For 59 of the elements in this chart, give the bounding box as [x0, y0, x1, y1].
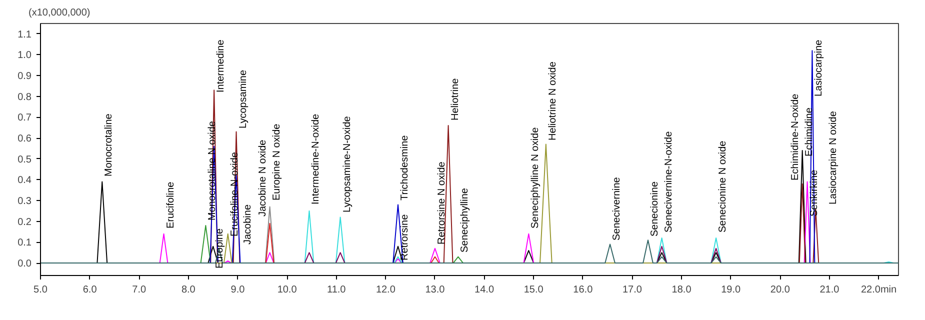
x-tick-label: 15.0: [524, 284, 544, 296]
y-tick-label: 0.1: [18, 238, 32, 249]
x-tick-label: 8.0: [181, 284, 196, 296]
annotation: Seneciphylline N oxide: [530, 126, 542, 228]
y-tick-label: 0.0: [18, 258, 32, 270]
y-tick-label: 0.6: [18, 134, 32, 145]
x-tick-label: 17.0: [622, 284, 642, 296]
annotation: Lycopsamine-N-oxide: [342, 116, 353, 212]
y-tick-label: 1.0: [18, 50, 32, 62]
x-tick-label: 7.0: [132, 284, 147, 296]
annotation: Monocrotaline N oxide: [207, 120, 218, 220]
annotation: Intermedine-N-oxide: [310, 113, 322, 204]
annotation: Echimidine-N-oxide: [790, 93, 801, 180]
x-tick-label: 19.0: [721, 284, 742, 296]
annotation: Retrorsine: [400, 214, 410, 260]
x-tick-label: 22.0min: [860, 284, 897, 296]
y-tick-label: 0.9: [18, 71, 32, 82]
x-tick-label: 20.0: [770, 284, 790, 296]
annotation: Lasiocarpine N oxide: [828, 110, 840, 204]
annotation: Senecionine N oxide: [718, 140, 729, 232]
x-tick-label: 12.0: [376, 284, 396, 296]
annotation: Senecionine: [650, 181, 661, 236]
annotation: Europine: [214, 228, 226, 268]
y-tick-label: 0.2: [18, 216, 32, 228]
annotation: Lasiocarpine: [814, 39, 825, 96]
annotation: Intermedine: [216, 39, 227, 92]
annotation: Echimidine: [804, 107, 815, 156]
x-tick-label: 18.0: [672, 284, 692, 296]
y-tick-label: 0.8: [18, 92, 32, 103]
annotation: Lycopsamine: [238, 70, 249, 128]
y-tick-label: 1.1: [18, 29, 32, 40]
x-tick-label: 10.0: [277, 284, 298, 296]
annotation: Senecivernine: [612, 176, 623, 240]
annotation: Heliotrine N oxide: [547, 61, 558, 140]
annotation: Senkirkine: [808, 169, 820, 216]
annotation: Senecivernine-N-oxide: [663, 130, 674, 232]
y-tick-label: 0.5: [18, 154, 32, 166]
x-tick-label: 14.0: [474, 284, 494, 296]
annotation: Europine N oxide: [271, 123, 282, 200]
x-tick-label: 21.0: [820, 284, 840, 296]
x-tick-label: 5.0: [34, 284, 48, 296]
annotation: Seneciphylline: [460, 188, 471, 252]
annotation: Monocrotaline: [104, 113, 115, 176]
x-tick-label: 13.0: [425, 284, 446, 296]
annotation: Erucifoline-N-oxide: [229, 152, 240, 236]
x-tick-label: 9.0: [230, 284, 246, 296]
y-tick-label: 0.3: [18, 196, 32, 208]
y-axis-title: (x10,000,000): [28, 8, 90, 18]
annotation: Trichodesmine: [400, 134, 410, 200]
annotation: Retrorsine N oxide: [436, 161, 448, 244]
annotation: Erucifoline: [165, 181, 176, 228]
y-tick-label: 0.7: [18, 112, 32, 124]
annotation: Heliotrine: [450, 78, 461, 120]
x-tick-label: 11.0: [327, 284, 346, 296]
x-tick-label: 16.0: [573, 284, 594, 296]
y-tick-label: 0.4: [18, 175, 32, 186]
annotation: Jacobine: [242, 204, 254, 244]
annotation: Jacobine N oxide: [257, 139, 268, 216]
x-tick-label: 6.0: [82, 284, 98, 296]
